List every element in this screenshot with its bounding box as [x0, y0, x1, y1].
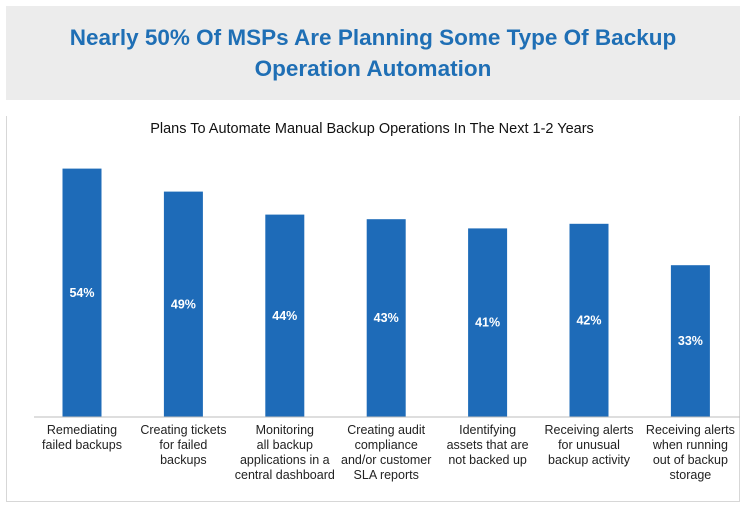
- bar-value-label-1: 54%: [69, 286, 94, 300]
- bars-group: 54% 49% 44% 43% 41% 42% 33%: [62, 168, 710, 417]
- bar-2: [163, 191, 203, 417]
- category-label-7: Receiving alerts when running out of backu…: [646, 423, 735, 482]
- category-label-line: Receiving alerts: [646, 423, 735, 437]
- category-label-line: for failed: [159, 438, 207, 452]
- category-label-6: Receiving alerts for unusual backup activi…: [545, 423, 634, 467]
- category-label-line: backup activity: [548, 453, 631, 467]
- category-labels-group: Remediating failed backups Creating ticket…: [42, 423, 735, 482]
- category-label-5: Identifying assets that are not backed up: [447, 423, 529, 467]
- chart-panel: [6, 116, 740, 502]
- bar-value-label-2: 49%: [171, 297, 196, 311]
- bar-7: [670, 265, 710, 417]
- bar-value-label-7: 33%: [678, 334, 703, 348]
- category-label-line: Identifying: [459, 423, 516, 437]
- category-label-line: for unusual: [558, 438, 620, 452]
- category-label-2: Creating tickets for failed backups: [140, 423, 226, 467]
- chart-title: Plans To Automate Manual Backup Operatio…: [150, 121, 594, 137]
- bar-value-label-3: 44%: [272, 309, 297, 323]
- category-label-1: Remediating failed backups: [42, 423, 122, 452]
- header-banner: Nearly 50% Of MSPs Are Planning Some Typ…: [6, 6, 740, 100]
- category-label-line: storage: [670, 468, 712, 482]
- category-label-line: SLA reports: [354, 468, 419, 482]
- category-label-line: backups: [160, 453, 207, 467]
- category-label-line: Monitoring: [256, 423, 314, 437]
- category-label-line: Receiving alerts: [545, 423, 634, 437]
- category-label-line: not backed up: [448, 453, 527, 467]
- bar-value-label-6: 42%: [576, 313, 601, 327]
- bar-1: [62, 168, 102, 417]
- category-label-line: compliance: [355, 438, 418, 452]
- category-label-line: central dashboard: [235, 468, 335, 482]
- category-label-line: when running: [652, 438, 728, 452]
- bar-3: [265, 214, 305, 417]
- bar-value-label-4: 43%: [374, 311, 399, 325]
- bar-6: [569, 223, 609, 417]
- page-title: Nearly 50% Of MSPs Are Planning Some Typ…: [69, 25, 677, 81]
- category-label-line: Creating audit: [347, 423, 425, 437]
- category-label-line: applications in a: [240, 453, 330, 467]
- category-label-line: all backup: [257, 438, 313, 452]
- category-label-line: out of backup: [653, 453, 728, 467]
- bar-4: [366, 219, 406, 417]
- category-label-line: Remediating: [47, 423, 117, 437]
- category-label-line: failed backups: [42, 438, 122, 452]
- category-label-line: and/or customer: [341, 453, 431, 467]
- bar-value-label-5: 41%: [475, 316, 500, 330]
- category-label-4: Creating audit compliance and/or customer S…: [341, 423, 431, 482]
- category-label-line: assets that are: [447, 438, 529, 452]
- category-label-line: Creating tickets: [140, 423, 226, 437]
- bar-5: [468, 228, 508, 417]
- category-label-3: Monitoring all backup applications in a cen…: [235, 423, 335, 482]
